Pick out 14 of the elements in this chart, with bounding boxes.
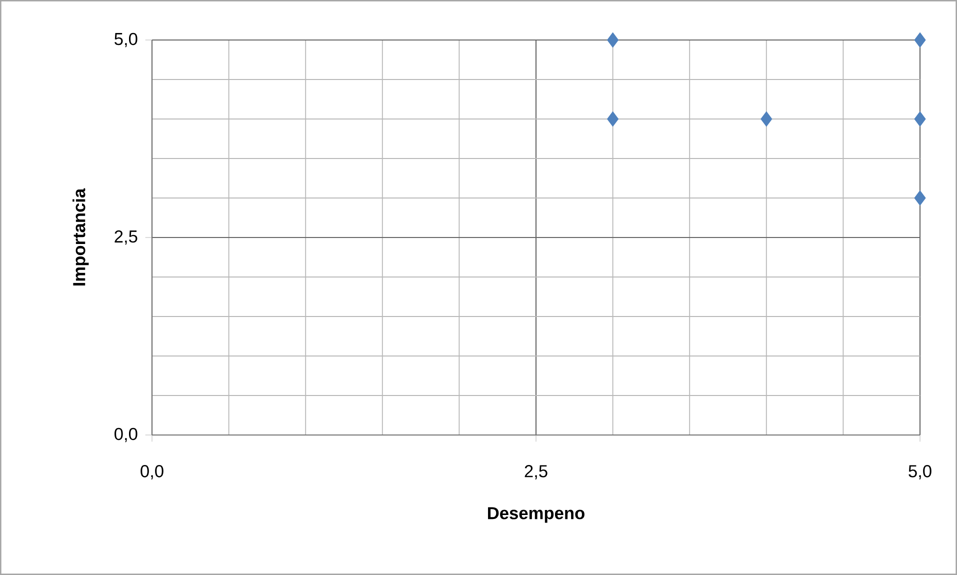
x-axis-title: Desempeno [488,507,584,523]
x-tick-label: 5,0 [908,465,932,480]
x-tick-label: 2,5 [524,465,548,480]
point [607,111,619,127]
x-tick-label: 0,0 [140,465,164,480]
y-tick-label: 0,0 [114,428,138,442]
y-axis-title: Importancia [72,188,89,286]
y-tick-label: 2,5 [114,230,138,245]
y-tick-label: 5,0 [114,32,138,48]
point [914,32,926,48]
point [607,32,619,48]
point [914,190,926,206]
point [760,111,772,127]
point [914,111,926,127]
